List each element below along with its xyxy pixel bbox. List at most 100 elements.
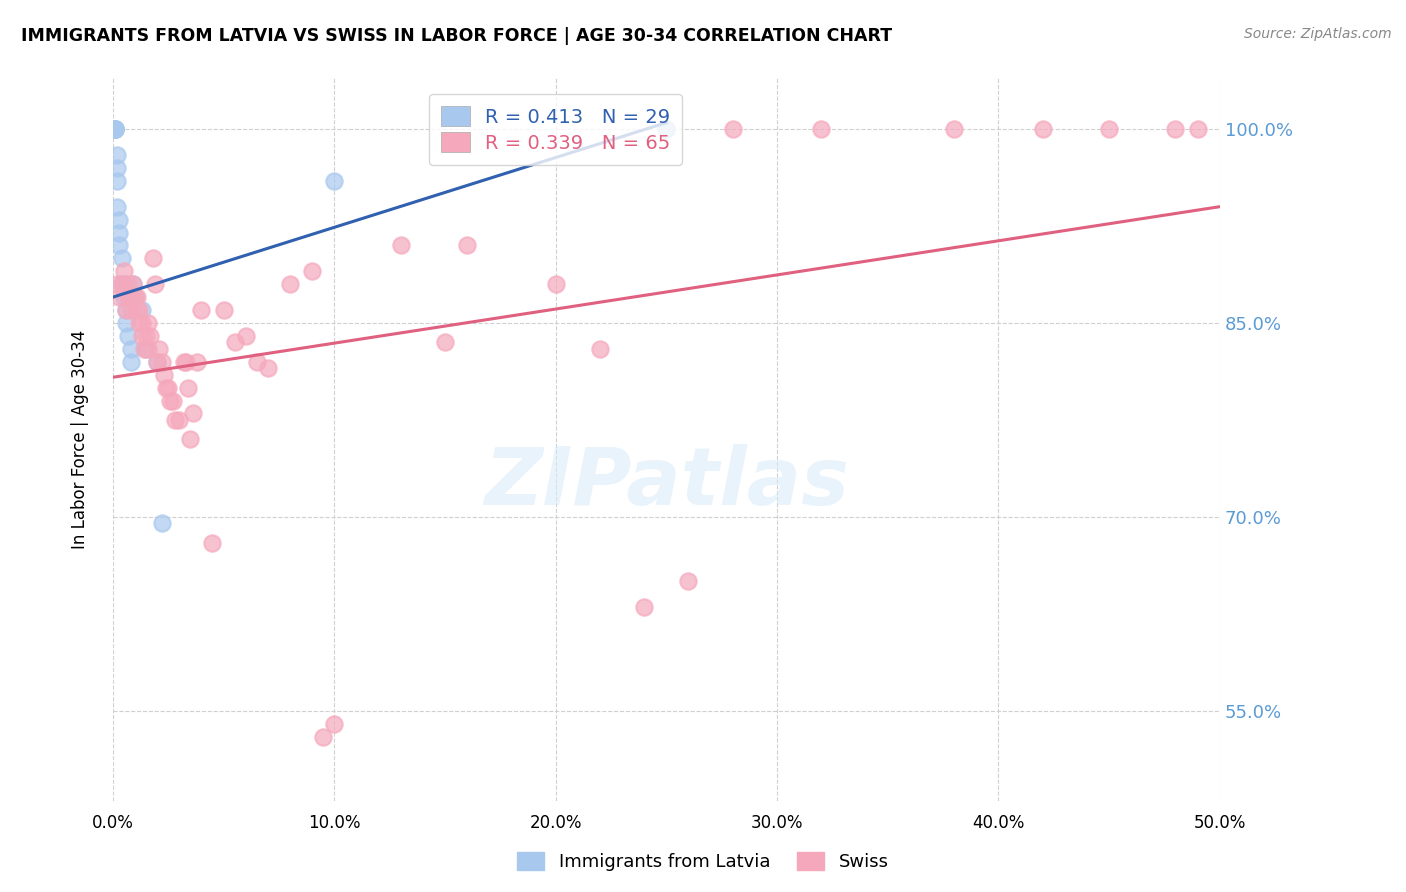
Point [1164,122,1187,136]
Text: ZIPatlas: ZIPatlas [484,443,849,522]
Point [112,290,135,304]
Point [105,174,128,188]
Point [131,303,153,318]
Point [105,148,128,162]
Point [148,342,170,356]
Point [136,316,159,330]
Point [721,122,744,136]
Point [112,277,135,292]
Point [132,342,155,356]
Point [177,381,200,395]
Text: Source: ZipAtlas.com: Source: ZipAtlas.com [1244,27,1392,41]
Point [139,329,162,343]
Point [128,316,150,330]
Point [131,316,153,330]
Point [150,516,173,531]
Point [108,212,131,227]
Point [943,122,966,136]
Point [131,329,153,343]
Point [124,290,146,304]
Point [127,290,149,304]
Point [212,303,235,318]
Point [456,238,478,252]
Legend: Immigrants from Latvia, Swiss: Immigrants from Latvia, Swiss [510,845,896,879]
Point [146,355,169,369]
Point [163,413,186,427]
Point [120,342,142,356]
Legend: R = 0.413   N = 29, R = 0.339   N = 65: R = 0.413 N = 29, R = 0.339 N = 65 [429,95,682,165]
Point [117,329,139,343]
Point [152,368,174,382]
Point [121,277,143,292]
Point [124,290,146,304]
Point [121,277,143,292]
Point [146,355,169,369]
Point [159,393,181,408]
Point [544,277,567,292]
Point [150,355,173,369]
Point [162,393,184,408]
Point [1032,122,1054,136]
Point [135,342,157,356]
Point [108,238,131,252]
Point [104,122,127,136]
Point [104,122,127,136]
Point [190,303,212,318]
Point [111,277,134,292]
Point [678,574,700,589]
Point [112,264,135,278]
Point [655,122,678,136]
Point [105,200,128,214]
Point [224,335,246,350]
Point [633,600,655,615]
Point [128,303,150,318]
Point [108,226,131,240]
Y-axis label: In Labor Force | Age 30-34: In Labor Force | Age 30-34 [72,330,89,549]
Point [157,381,180,395]
Point [120,303,142,318]
Point [1098,122,1121,136]
Point [127,303,149,318]
Point [278,277,301,292]
Point [135,329,157,343]
Point [235,329,257,343]
Point [108,290,131,304]
Point [312,730,335,744]
Point [115,303,138,318]
Point [589,342,612,356]
Point [181,407,204,421]
Text: IMMIGRANTS FROM LATVIA VS SWISS IN LABOR FORCE | AGE 30-34 CORRELATION CHART: IMMIGRANTS FROM LATVIA VS SWISS IN LABOR… [21,27,893,45]
Point [104,122,127,136]
Point [143,277,166,292]
Point [115,303,138,318]
Point [810,122,832,136]
Point [104,122,127,136]
Point [323,716,346,731]
Point [201,535,224,549]
Point [117,290,139,304]
Point [120,290,142,304]
Point [246,355,269,369]
Point [433,335,456,350]
Point [167,413,190,427]
Point [389,238,412,252]
Point [173,355,195,369]
Point [111,252,134,266]
Point [186,355,208,369]
Point [104,122,127,136]
Point [174,355,197,369]
Point [136,342,159,356]
Point [117,277,139,292]
Point [105,277,128,292]
Point [1187,122,1209,136]
Point [111,277,134,292]
Point [301,264,323,278]
Point [105,161,128,175]
Point [120,355,142,369]
Point [256,361,278,376]
Point [155,381,177,395]
Point [323,174,346,188]
Point [142,252,165,266]
Point [115,316,138,330]
Point [179,433,201,447]
